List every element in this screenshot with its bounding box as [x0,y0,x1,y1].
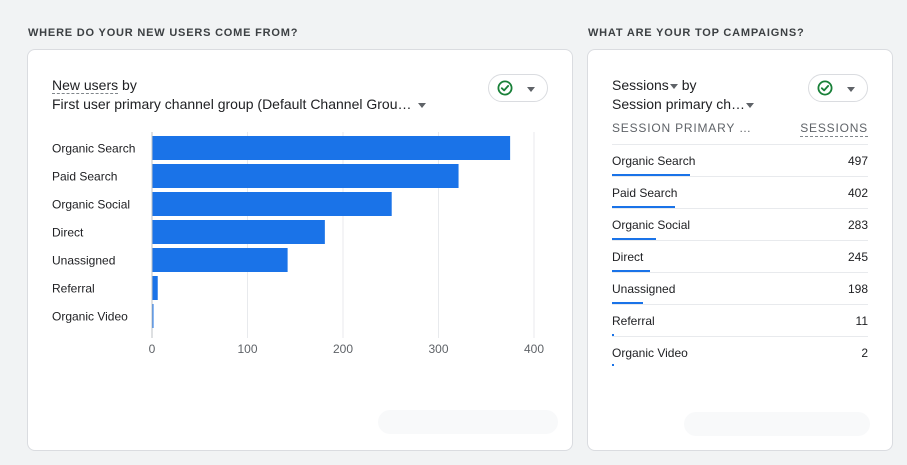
category-label: Paid Search [52,170,117,184]
x-tick-label: 300 [428,342,448,356]
column-header-sessions[interactable]: SESSIONS [800,121,868,137]
row-label: Paid Search [612,186,678,200]
dropdown-caret-icon [746,102,755,108]
card-header-line-1: New users by [52,77,137,94]
row-value: 2 [861,346,868,360]
category-label: Organic Video [52,310,128,324]
chevron-down-icon [847,87,855,92]
row-proportion-bar [612,270,651,272]
dropdown-caret-icon [417,102,426,108]
table-row[interactable]: Direct 245 [612,240,868,272]
new-users-card: New users by First user primary channel … [27,49,573,451]
row-proportion-bar [612,174,690,176]
x-tick-label: 400 [524,342,544,356]
x-tick-label: 100 [237,342,257,356]
row-value: 11 [855,314,868,328]
category-label: Referral [52,282,95,296]
chevron-down-icon [527,87,535,92]
category-label: Direct [52,226,84,240]
compare-dropdown-button[interactable] [808,74,868,102]
row-proportion-bar [612,334,614,336]
campaigns-section-title: WHAT ARE YOUR TOP CAMPAIGNS? [588,27,805,39]
dimension-label: Session primary ch… [612,96,746,112]
row-value: 245 [847,250,868,264]
row-label: Organic Search [612,154,696,168]
table-row[interactable]: Referral 11 [612,304,868,336]
dimension-selector[interactable]: First user primary channel group (Defaul… [52,96,426,112]
table-row[interactable]: Organic Video 2 [612,336,868,366]
table-row[interactable]: Paid Search 402 [612,176,868,208]
compare-dropdown-button[interactable] [488,74,548,102]
dimension-selector[interactable]: Session primary ch… [612,96,755,112]
category-label: Organic Social [52,198,130,212]
check-circle-icon [817,80,833,96]
row-label: Organic Social [612,218,691,232]
by-label: by [681,77,697,93]
bar-organic-video[interactable] [152,304,154,328]
bar-referral[interactable] [152,276,158,300]
by-label: by [122,77,137,93]
table-row[interactable]: Unassigned 198 [612,272,868,304]
new-users-section-title: WHERE DO YOUR NEW USERS COME FROM? [28,27,299,39]
row-value: 198 [847,282,868,296]
row-label: Organic Video [612,346,688,360]
row-label: Direct [612,250,644,264]
metric-selector[interactable]: New users [52,77,119,94]
bar-direct[interactable] [152,220,325,244]
table-row[interactable]: Organic Search 497 [612,144,868,176]
column-header-dimension[interactable]: SESSION PRIMARY … [612,121,752,135]
card-header-line-1: Sessions by [612,77,697,93]
x-tick-label: 0 [149,342,156,356]
bar-unassigned[interactable] [152,248,288,272]
category-label: Unassigned [52,254,115,268]
bar-paid-search[interactable] [152,164,459,188]
category-label: Organic Search [52,142,135,156]
row-label: Referral [612,314,655,328]
row-value: 497 [847,154,868,168]
loading-placeholder [684,412,870,436]
metric-label: Sessions [612,77,669,93]
bar-organic-search[interactable] [152,136,511,160]
new-users-bar-chart: 0 100 200 300 400 Organic Search Paid Search Or… [52,132,544,356]
row-value: 402 [847,186,868,200]
bar-organic-social[interactable] [152,192,392,216]
row-value: 283 [847,218,868,232]
row-proportion-bar [612,238,657,240]
x-tick-label: 200 [333,342,353,356]
dimension-label: First user primary channel group (Defaul… [52,96,412,112]
campaigns-card: Sessions by Session primary ch… SESSION … [587,49,893,451]
loading-placeholder [378,410,558,434]
row-proportion-bar [612,302,644,304]
row-proportion-bar [612,364,614,366]
row-label: Unassigned [612,282,676,296]
row-proportion-bar [612,206,676,208]
table-row[interactable]: Organic Social 283 [612,208,868,240]
check-circle-icon [497,80,513,96]
metric-selector[interactable]: Sessions [612,77,678,93]
dropdown-caret-icon [669,83,678,89]
